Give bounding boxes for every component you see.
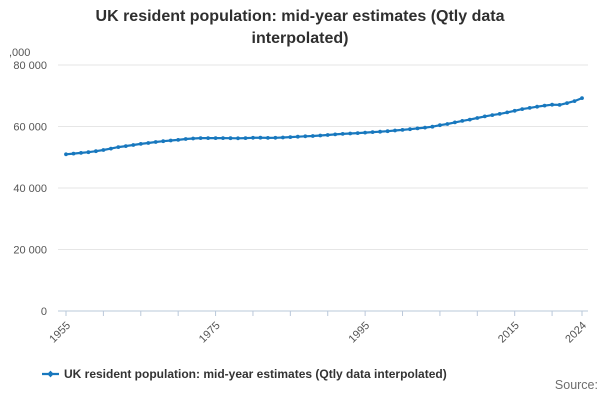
chart-title: UK resident population: mid-year estimat… [0,6,600,50]
svg-text:60 000: 60 000 [13,122,47,134]
svg-text:1955: 1955 [47,320,73,346]
svg-text:20 000: 20 000 [13,245,47,257]
legend-item[interactable]: UK resident population: mid-year estimat… [42,366,447,382]
svg-text:40 000: 40 000 [13,183,47,195]
svg-text:2024: 2024 [563,320,589,346]
source-label: Source: [554,378,598,392]
svg-text:1995: 1995 [346,320,372,346]
legend-line-marker-icon [42,370,59,378]
svg-text:80 000: 80 000 [13,60,47,72]
svg-text:1975: 1975 [197,320,223,346]
svg-text:0: 0 [41,306,47,318]
svg-text:,000: ,000 [9,47,30,59]
chart-title-line2: interpolated) [251,30,349,47]
legend-label: UK resident population: mid-year estimat… [64,367,447,381]
chart-title-line1: UK resident population: mid-year estimat… [95,8,505,25]
svg-text:2015: 2015 [496,320,522,346]
